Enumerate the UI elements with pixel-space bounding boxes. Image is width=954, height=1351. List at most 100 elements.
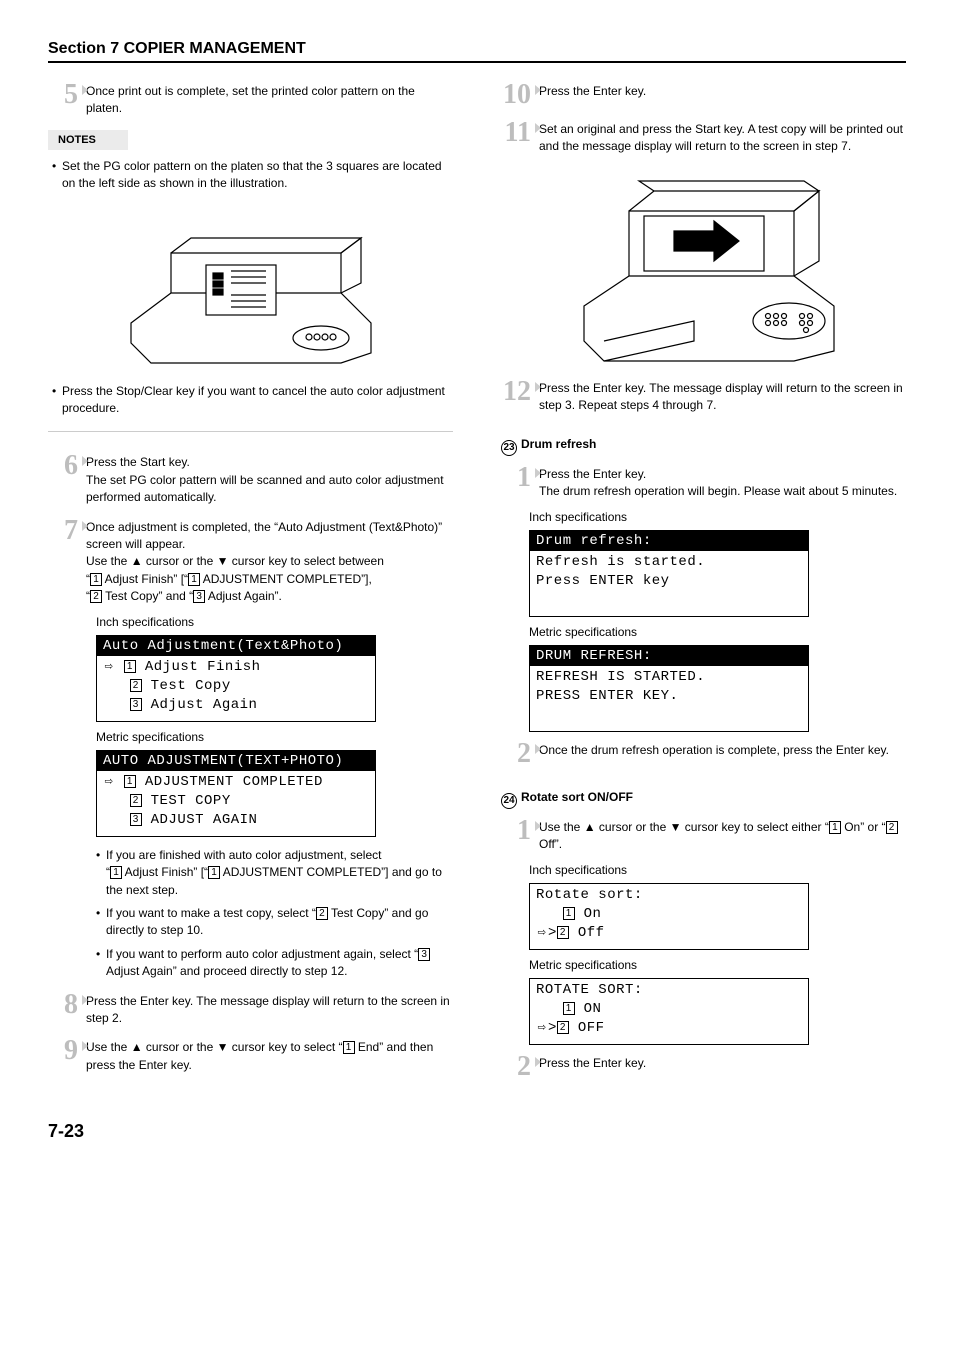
bullet-dot: • [96, 946, 106, 981]
boxed-2-icon: 2 [557, 926, 569, 939]
t: ROTATE SORT: [536, 981, 802, 1000]
boxed-3-icon: 3 [130, 813, 142, 826]
step-text: Press the Enter key. The message display… [86, 991, 453, 1028]
t: OFF [578, 1020, 605, 1036]
right-column: 10 Press the Enter key. 11 Set an origin… [501, 81, 906, 1091]
boxed-2-icon: 2 [557, 1021, 569, 1034]
section-title: Section 7 COPIER MANAGEMENT [48, 40, 906, 63]
step-text: Use the ▲ cursor or the ▼ cursor key to … [86, 1037, 453, 1074]
metric-spec-label: Metric specifications [96, 730, 453, 744]
list-item: • If you want to make a test copy, selec… [96, 905, 453, 940]
t: Adjust Again” and proceed directly to st… [106, 964, 347, 978]
circled-number-icon: 24 [501, 793, 517, 809]
lcd-body: ⇨ 1 Adjust Finish 2 Test Copy 3 Adjust A… [97, 656, 375, 721]
two-column-layout: 5 Once print out is complete, set the pr… [48, 81, 906, 1091]
t: If you want to perform auto color adjust… [106, 947, 418, 961]
lcd-header: AUTO ADJUSTMENT(TEXT+PHOTO) [97, 751, 375, 771]
lcd-header: Auto Adjustment(Text&Photo) [97, 636, 375, 656]
t: Off”. [539, 837, 562, 851]
step-6: 6 Press the Start key.The set PG color p… [48, 452, 453, 506]
lcd-body: ROTATE SORT: 1 ON⇨>2 OFF [530, 979, 808, 1044]
list-item: • If you are finished with auto color ad… [96, 847, 453, 899]
lcd-display: AUTO ADJUSTMENT(TEXT+PHOTO) ⇨ 1 ADJUSTME… [96, 750, 376, 837]
list-item: • If you want to perform auto color adju… [96, 946, 453, 981]
boxed-2-icon: 2 [130, 679, 142, 692]
boxed-1-icon: 1 [343, 1041, 355, 1054]
rotate-step-2: 2 Press the Enter key. [501, 1053, 906, 1081]
step-10: 10 Press the Enter key. [501, 81, 906, 109]
boxed-2-icon: 2 [316, 907, 328, 920]
t: ON [584, 1001, 602, 1017]
lcd-header: Drum refresh: [530, 531, 808, 551]
boxed-3-icon: 3 [418, 948, 430, 961]
inch-spec-label: Inch specifications [529, 863, 906, 877]
bullet-dot: • [96, 847, 106, 899]
lcd-display: Drum refresh: Refresh is started.Press E… [529, 530, 809, 617]
drum-refresh-heading: 23Drum refresh [501, 437, 906, 456]
t: Use the ▲ cursor or the ▼ cursor key to … [539, 820, 829, 834]
lcd-body: Refresh is started.Press ENTER key [530, 551, 808, 616]
t: If you want to make a test copy, select … [106, 906, 316, 920]
lcd-body: Rotate sort: 1 On⇨>2 Off [530, 884, 808, 949]
step-number: 11 [501, 119, 539, 147]
t: Once adjustment is completed, the “Auto … [86, 520, 442, 551]
t: TEST COPY [151, 793, 231, 809]
step-7: 7 Once adjustment is completed, the “Aut… [48, 517, 453, 606]
step-text: Press the Start key.The set PG color pat… [86, 452, 453, 506]
t: Adjust Finish” [“ [122, 865, 208, 879]
t: Adjust Again [151, 697, 258, 713]
step-text: Press the Enter key. [539, 81, 646, 100]
step-text: Once the drum refresh operation is compl… [539, 740, 889, 759]
cursor-arrow-icon: ⇨ [536, 1019, 548, 1038]
boxed-2-icon: 2 [886, 821, 898, 834]
bullet-dot: • [52, 383, 62, 418]
inch-spec-label: Inch specifications [529, 510, 906, 524]
step7-sub-bullets: • If you are finished with auto color ad… [96, 847, 453, 981]
step-number: 5 [48, 81, 86, 109]
divider [48, 431, 453, 432]
t: Test Copy” and “ [102, 589, 193, 603]
left-column: 5 Once print out is complete, set the pr… [48, 81, 453, 1091]
t: Adjust Finish” [“ [102, 572, 188, 586]
t: Off [578, 925, 605, 941]
t: If you want to perform auto color adjust… [106, 946, 453, 981]
note-text: Press the Stop/Clear key if you want to … [62, 383, 453, 418]
boxed-1-icon: 1 [188, 573, 200, 586]
boxed-1-icon: 1 [90, 573, 102, 586]
step-number: 10 [501, 81, 539, 109]
t: Use the ▲ cursor or the ▼ cursor key to … [86, 1040, 343, 1054]
bullet-dot: • [96, 905, 106, 940]
rotate-sort-heading: 24Rotate sort ON/OFF [501, 790, 906, 809]
boxed-1-icon: 1 [829, 821, 841, 834]
lcd-display: DRUM REFRESH: REFRESH IS STARTED.PRESS E… [529, 645, 809, 732]
t: ADJUST AGAIN [151, 812, 258, 828]
step-text: Once adjustment is completed, the “Auto … [86, 517, 453, 606]
rotate-step-1: 1 Use the ▲ cursor or the ▼ cursor key t… [501, 817, 906, 854]
drum-step-2: 2 Once the drum refresh operation is com… [501, 740, 906, 768]
lcd-header: DRUM REFRESH: [530, 646, 808, 666]
lcd-display: ROTATE SORT: 1 ON⇨>2 OFF [529, 978, 809, 1045]
t: Drum refresh [521, 437, 596, 451]
t: If you are finished with auto color adju… [106, 847, 453, 899]
cursor-arrow-icon: ⇨ [103, 773, 115, 792]
note-bullet: • Set the PG color pattern on the platen… [52, 158, 453, 193]
boxed-3-icon: 3 [130, 698, 142, 711]
scanner-illustration [48, 203, 453, 373]
lcd-display: Rotate sort: 1 On⇨>2 Off [529, 883, 809, 950]
t: Press ENTER key [536, 572, 802, 591]
boxed-2-icon: 2 [90, 590, 102, 603]
step-number: 12 [501, 378, 539, 406]
lcd-display: Auto Adjustment(Text&Photo) ⇨ 1 Adjust F… [96, 635, 376, 722]
t: Rotate sort: [536, 886, 802, 905]
cursor-arrow-icon: ⇨ [103, 658, 115, 677]
step-9: 9 Use the ▲ cursor or the ▼ cursor key t… [48, 1037, 453, 1074]
t: Use the ▲ cursor or the ▼ cursor key to … [86, 554, 384, 568]
boxed-1-icon: 1 [208, 866, 220, 879]
boxed-2-icon: 2 [130, 794, 142, 807]
boxed-1-icon: 1 [563, 907, 575, 920]
t: PRESS ENTER KEY. [536, 687, 802, 706]
t: ADJUSTMENT COMPLETED”], [200, 572, 372, 586]
t: Refresh is started. [536, 553, 802, 572]
step-number: 6 [48, 452, 86, 480]
lcd-body: ⇨ 1 ADJUSTMENT COMPLETED 2 TEST COPY 3 A… [97, 771, 375, 836]
